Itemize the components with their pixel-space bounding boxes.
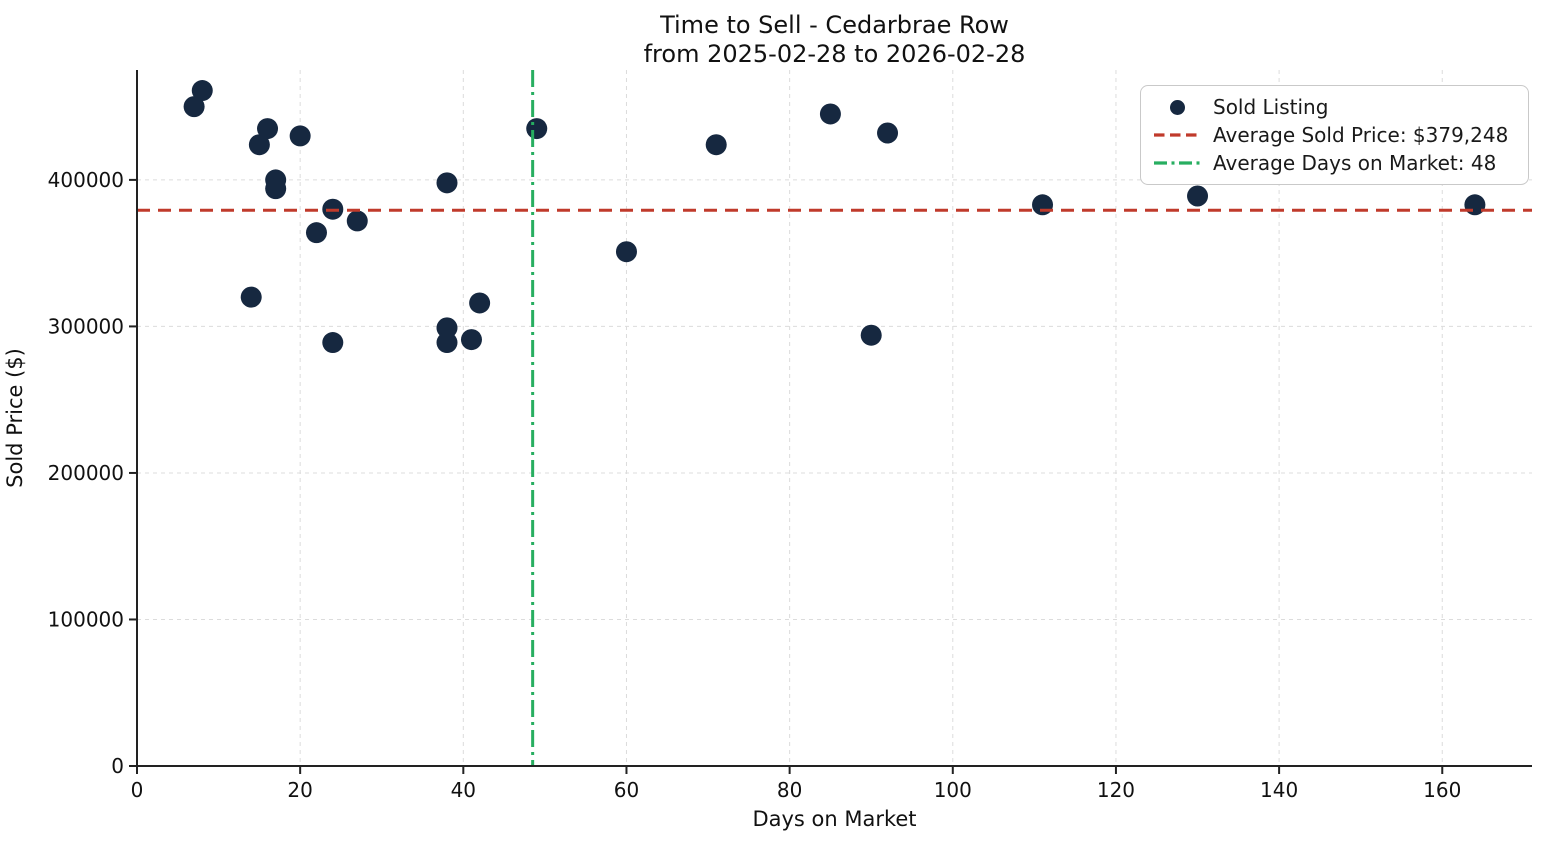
scatter-point	[469, 292, 491, 314]
scatter-point	[289, 125, 311, 147]
scatter-point	[705, 134, 727, 156]
scatter-point	[248, 134, 270, 156]
chart-title-block: Time to Sell - Cedarbrae Row from 2025-0…	[137, 11, 1532, 69]
scatter-point	[526, 118, 548, 140]
x-tick-label: 40	[451, 778, 476, 802]
legend-label: Average Days on Market: 48	[1213, 151, 1497, 175]
x-tick-label: 60	[614, 778, 639, 802]
x-tick-label: 160	[1423, 778, 1461, 802]
scatter-point	[346, 210, 368, 232]
legend-item-average-sold-price: Average Sold Price: $379,248	[1141, 122, 1528, 148]
scatter-point	[1032, 194, 1054, 216]
scatter-point	[436, 317, 458, 339]
scatter-dot-icon	[1141, 99, 1213, 115]
x-tick-label: 140	[1260, 778, 1298, 802]
y-axis-label: Sold Price ($)	[3, 348, 27, 488]
legend-label: Average Sold Price: $379,248	[1213, 123, 1509, 147]
scatter-point	[436, 172, 458, 194]
x-tick-label: 80	[777, 778, 802, 802]
scatter-point	[191, 80, 213, 102]
x-tick-label: 100	[934, 778, 972, 802]
dashed-line-icon	[1141, 132, 1213, 138]
scatter-point	[877, 122, 899, 144]
scatter-point	[1187, 185, 1209, 207]
legend-item-average-days-on-market: Average Days on Market: 48	[1141, 150, 1528, 176]
y-tick-label: 0	[111, 754, 124, 778]
scatter-point	[265, 178, 287, 200]
scatter-point	[819, 103, 841, 125]
y-tick-label: 100000	[48, 607, 124, 631]
scatter-point	[305, 222, 327, 244]
legend-item-sold-listing: Sold Listing	[1141, 94, 1528, 120]
dashdot-line-icon	[1141, 160, 1213, 166]
scatter-point	[257, 118, 279, 140]
y-tick-label: 300000	[48, 314, 124, 338]
legend-label: Sold Listing	[1213, 95, 1329, 119]
chart-subtitle: from 2025-02-28 to 2026-02-28	[643, 40, 1026, 68]
x-tick-label: 20	[287, 778, 312, 802]
legend: Sold Listing Average Sold Price: $379,24…	[1140, 85, 1529, 185]
x-tick-label: 120	[1097, 778, 1135, 802]
y-tick-label: 200000	[48, 461, 124, 485]
x-tick-label: 0	[131, 778, 144, 802]
scatter-point	[436, 332, 458, 354]
scatter-point	[615, 241, 637, 263]
scatter-point	[1464, 194, 1486, 216]
scatter-point	[460, 329, 482, 351]
x-axis-label: Days on Market	[752, 807, 916, 831]
scatter-point	[860, 324, 882, 346]
y-tick-label: 400000	[48, 168, 124, 192]
scatter-point	[183, 96, 205, 118]
scatter-point	[240, 286, 262, 308]
scatter-point	[322, 332, 344, 354]
chart-title: Time to Sell - Cedarbrae Row	[660, 11, 1009, 39]
